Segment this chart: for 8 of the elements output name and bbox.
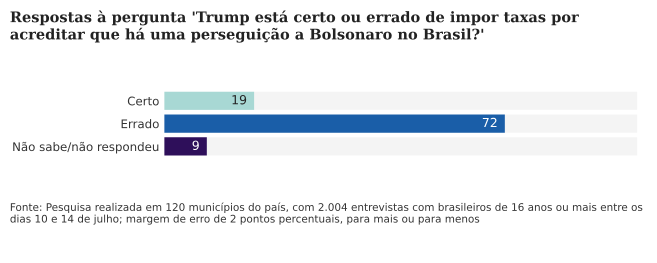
source-note: Fonte: Pesquisa realizada em 120 municípios do país, com 2.004 entrevistas com brasileiros de 16 anos ou mais entre os dias 10 e 14 de julho; margem de erro de 2 pontos percentuais, para mais ou para menos (10, 202, 642, 225)
data-label: 9 (192, 140, 199, 150)
y-tick-label: Errado (122, 119, 159, 128)
data-label: 72 (482, 118, 496, 128)
chart-title: Respostas à pergunta 'Trump está certo ou errado de impor taxas por acreditar que há uma perseguição a Bolsonaro no Brasil?' (10, 10, 579, 43)
data-label: 19 (232, 94, 246, 104)
y-tick-label: Não sabe/não respondeu (13, 142, 158, 154)
y-tick-label: Certo (128, 96, 159, 106)
